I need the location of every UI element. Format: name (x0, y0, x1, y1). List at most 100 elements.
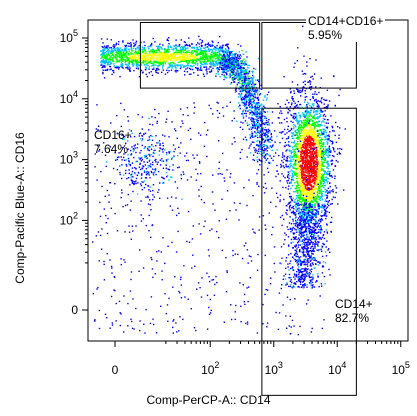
event-dot (211, 55, 214, 57)
event-dot (296, 154, 299, 156)
event-dot (304, 241, 307, 244)
event-dot (308, 124, 310, 126)
event-dot (153, 68, 155, 70)
event-dot (301, 186, 303, 188)
event-dot (285, 212, 287, 214)
event-dot (125, 63, 127, 66)
event-dot (199, 57, 202, 60)
event-dot (224, 68, 226, 70)
event-dot (179, 47, 182, 49)
event-dot (312, 190, 314, 192)
event-dot (309, 125, 312, 128)
event-dot (325, 179, 327, 181)
event-dot (294, 161, 296, 163)
event-dot (298, 197, 300, 199)
event-dot (106, 47, 109, 49)
event-dot (287, 188, 289, 190)
event-dot (128, 61, 130, 63)
event-dot (304, 122, 306, 124)
event-dot (181, 49, 183, 51)
event-dot (319, 206, 321, 208)
event-dot (213, 57, 215, 59)
event-dot (316, 232, 318, 234)
event-dot (300, 171, 302, 173)
event-dot (301, 215, 303, 217)
event-dot (308, 271, 311, 274)
event-dot (184, 59, 186, 61)
event-dot (297, 138, 299, 140)
event-dot (312, 180, 314, 182)
event-dot (290, 238, 293, 241)
event-dot (322, 131, 324, 133)
event-dot (322, 234, 324, 237)
event-dot (290, 165, 292, 167)
event-dot (326, 126, 329, 128)
event-dot (199, 49, 201, 51)
event-dot (300, 120, 302, 122)
event-dot (312, 223, 314, 225)
event-dot (307, 203, 310, 205)
event-dot (108, 49, 110, 51)
event-dot (317, 168, 319, 170)
event-dot (303, 214, 306, 216)
event-dot (172, 53, 174, 55)
event-dot (306, 206, 308, 208)
event-dot (305, 106, 307, 108)
event-dot (307, 169, 310, 171)
event-dot (304, 178, 306, 180)
event-dot (222, 51, 224, 54)
event-dot (141, 50, 144, 52)
event-dot (157, 59, 159, 61)
event-dot (313, 114, 316, 116)
event-dot (319, 165, 322, 167)
event-dot (314, 132, 316, 134)
event-dot (312, 264, 314, 266)
event-dot (317, 176, 319, 179)
event-dot (138, 52, 140, 55)
event-dot (307, 167, 309, 170)
event-dot (127, 64, 129, 66)
event-dot (317, 118, 319, 120)
event-dot (302, 251, 305, 253)
event-dot (306, 249, 308, 252)
event-dot (210, 48, 212, 51)
event-dot (306, 131, 308, 134)
event-dot (304, 273, 306, 276)
event-dot (311, 120, 313, 122)
event-dot (301, 239, 304, 241)
event-dot (304, 142, 306, 144)
event-dot (322, 145, 324, 148)
event-dot (179, 60, 182, 63)
event-dot (312, 142, 315, 144)
event-dot (295, 283, 297, 285)
event-dot (295, 115, 297, 118)
event-dot (300, 181, 302, 183)
event-dot (318, 249, 320, 251)
event-dot (318, 187, 320, 190)
event-dot (217, 71, 219, 73)
event-dot (322, 178, 324, 180)
event-dot (107, 58, 109, 60)
event-dot (303, 137, 305, 140)
event-dot (316, 188, 318, 191)
event-dot (190, 53, 193, 55)
event-dot (323, 121, 325, 123)
event-dot (215, 75, 217, 77)
event-dot (317, 244, 319, 247)
event-dot (296, 253, 299, 255)
event-dot (295, 167, 297, 170)
event-dot (168, 43, 170, 45)
event-dot (314, 184, 317, 187)
event-dot (305, 251, 308, 253)
event-dot (316, 113, 318, 115)
event-dot (315, 161, 318, 163)
event-dot (317, 204, 319, 206)
event-dot (303, 146, 305, 148)
event-dot (109, 63, 111, 65)
event-dot (161, 58, 164, 60)
event-dot (306, 232, 308, 234)
event-dot (156, 52, 158, 54)
event-dot (320, 228, 322, 231)
event-dot (166, 59, 168, 62)
event-dot (197, 74, 199, 76)
